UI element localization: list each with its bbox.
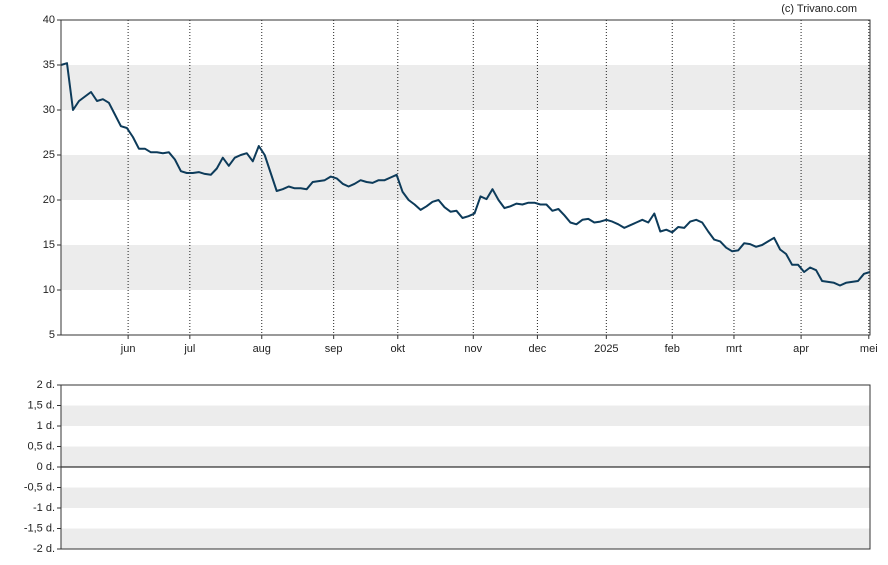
plot-frame	[60, 384, 871, 550]
y-tick-label: -1 d.	[33, 502, 55, 514]
x-tick-label: sep	[325, 343, 343, 355]
y-tick-label: 0 d.	[37, 461, 55, 473]
x-tick-label: okt	[390, 343, 405, 355]
y-tick-label: 5	[49, 329, 55, 341]
x-tick-label: dec	[529, 343, 547, 355]
price-line	[60, 62, 871, 287]
x-tick-label: apr	[793, 343, 809, 355]
grid-band	[61, 245, 870, 290]
y-tick-label: -1,5 d.	[24, 522, 55, 534]
y-tick-label: 40	[43, 14, 55, 26]
y-tick-label: 1 d.	[37, 420, 55, 432]
plot-frame	[60, 19, 871, 336]
x-tick-label: feb	[665, 343, 680, 355]
x-tick-label: mei	[860, 343, 878, 355]
grid-band	[61, 155, 870, 200]
y-tick-label: 0,5 d.	[27, 440, 55, 452]
x-tick-label: aug	[253, 343, 271, 355]
grid-band	[61, 405, 870, 426]
source-credit: (c) Trivano.com	[781, 3, 857, 15]
grid-band	[61, 446, 870, 467]
y-tick-label: 2 d.	[37, 379, 55, 391]
y-tick-label: 20	[43, 194, 55, 206]
x-tick-label: nov	[464, 343, 482, 355]
y-tick-label: -0,5 d.	[24, 481, 55, 493]
grid-band	[61, 487, 870, 508]
grid-band	[61, 528, 870, 549]
x-tick-label: mrt	[726, 343, 742, 355]
y-tick-label: 1,5 d.	[27, 399, 55, 411]
x-tick-label: jun	[120, 343, 136, 355]
y-tick-label: -2 d.	[33, 543, 55, 555]
y-tick-label: 25	[43, 149, 55, 161]
y-tick-label: 15	[43, 239, 55, 251]
y-tick-label: 30	[43, 104, 55, 116]
y-tick-label: 35	[43, 59, 55, 71]
y-tick-label: 10	[43, 284, 55, 296]
x-tick-label: 2025	[594, 343, 618, 355]
x-tick-label: jul	[183, 343, 195, 355]
grid-band	[61, 65, 870, 110]
